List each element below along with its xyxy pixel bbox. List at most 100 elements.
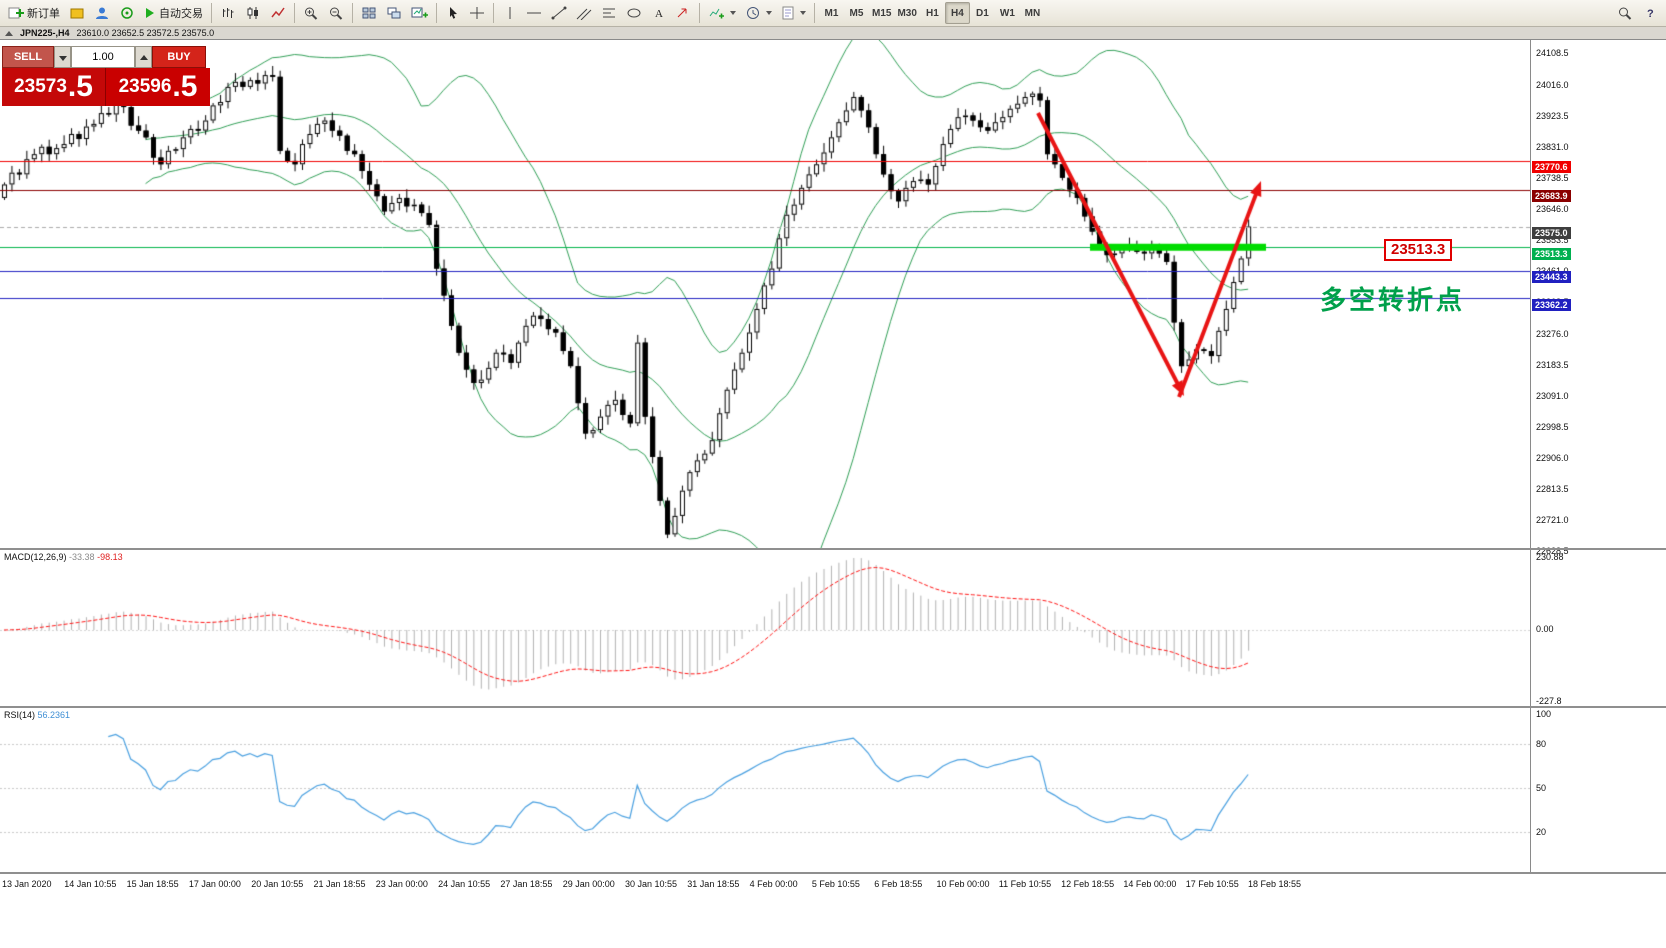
time-axis-label: 23 Jan 00:00	[375, 879, 428, 889]
zoom-out-icon	[330, 7, 343, 20]
panel-divider[interactable]	[0, 706, 1666, 708]
macd-name: MACD(12,26,9)	[4, 552, 67, 562]
tile-windows-button[interactable]	[357, 2, 381, 24]
cursor-button[interactable]	[441, 2, 464, 24]
sell-button[interactable]: SELL	[2, 46, 54, 68]
price-level-tag[interactable]: 23513.3	[1384, 239, 1453, 261]
text-button[interactable]: A	[647, 2, 670, 24]
symbol-label: JPN225-,H4	[20, 28, 70, 38]
candlestick-icon	[247, 7, 258, 19]
toolbar-separator	[436, 3, 437, 23]
buy-price-button[interactable]: 23596.5	[106, 68, 210, 106]
horizontal-line-button[interactable]	[522, 2, 546, 24]
macd-panel: MACD(12,26,9) -33.38 -98.13	[0, 550, 1666, 706]
time-axis[interactable]: 13 Jan 2020 14 Jan 10:55 15 Jan 18:55 17 Ja…	[0, 874, 1666, 948]
rsi-chart-canvas[interactable]	[0, 708, 1530, 872]
timeframe-mn-button[interactable]: MN	[1020, 2, 1045, 24]
macd-label: MACD(12,26,9) -33.38 -98.13	[4, 552, 123, 562]
panel-divider[interactable]	[0, 548, 1666, 550]
trendline-button[interactable]	[547, 2, 571, 24]
autotrading-button[interactable]: 自动交易	[140, 2, 207, 24]
price-axis-badge: 23575.0	[1532, 227, 1571, 239]
time-axis-label: 31 Jan 18:55	[687, 879, 740, 889]
candlestick-chart-button[interactable]	[241, 2, 265, 24]
toolbar-separator	[814, 3, 815, 23]
timeframe-m5-button[interactable]: M5	[844, 2, 869, 24]
crosshair-button[interactable]	[465, 2, 489, 24]
shapes-button[interactable]	[622, 2, 646, 24]
timeframe-m15-button[interactable]: M15	[869, 2, 894, 24]
shapes-icon	[627, 8, 641, 18]
price-axis-label: 24016.0	[1536, 79, 1569, 90]
price-axis-label: 23091.0	[1536, 390, 1569, 401]
timeframe-h4-button[interactable]: H4	[944, 2, 970, 24]
time-axis-label: 4 Feb 00:00	[749, 879, 798, 889]
time-axis-label: 24 Jan 10:55	[438, 879, 491, 889]
new-order-button[interactable]: 新订单	[4, 2, 64, 24]
signals-button[interactable]	[115, 2, 139, 24]
metaeditor-button[interactable]	[65, 2, 89, 24]
timeframe-m1-button[interactable]: M1	[819, 2, 844, 24]
one-click-price-row: 23573.5 23596.5	[2, 68, 210, 106]
time-axis-label: 17 Feb 10:55	[1185, 879, 1239, 889]
zoom-out-button[interactable]	[324, 2, 348, 24]
toolbar-separator	[294, 3, 295, 23]
channel-button[interactable]	[572, 2, 596, 24]
price-axis-badge: 23770.6	[1532, 161, 1571, 174]
sell-price-fraction: .5	[67, 70, 93, 103]
buy-button[interactable]: BUY	[152, 46, 206, 68]
cascade-windows-icon	[387, 7, 401, 19]
timeframe-toolbar: M1 M5 M15 M30 H1 H4 D1 W1 MN	[819, 2, 1045, 24]
panel-divider[interactable]	[0, 872, 1666, 874]
main-toolbar: 新订单 自动交易 A M1 M5 M15 M30 H1 H4 D1 W1 MN ?	[0, 0, 1666, 27]
vertical-line-button[interactable]	[498, 2, 521, 24]
time-axis-label: 29 Jan 00:00	[562, 879, 615, 889]
time-axis-label: 21 Jan 18:55	[313, 879, 366, 889]
time-axis-label: 17 Jan 00:00	[188, 879, 241, 889]
price-axis-label: 24108.5	[1536, 48, 1569, 59]
sell-price-main: 23573	[14, 76, 67, 97]
price-axis[interactable]: 24108.5 24016.0 23923.5 23831.0 23738.5 23646…	[1530, 40, 1666, 874]
new-chart-button[interactable]	[407, 2, 432, 24]
fibonacci-icon	[603, 8, 615, 18]
lot-decrease-button[interactable]	[54, 46, 71, 68]
line-chart-icon	[271, 7, 285, 18]
collapse-one-click-icon[interactable]	[5, 30, 13, 36]
templates-button[interactable]	[777, 2, 810, 24]
price-axis-label: 22906.0	[1536, 453, 1569, 464]
price-axis-label: 23646.0	[1536, 204, 1569, 215]
dropdown-arrow-icon	[800, 11, 806, 15]
timeframe-d1-button[interactable]: D1	[970, 2, 995, 24]
cascade-windows-button[interactable]	[382, 2, 406, 24]
toolbar-right-group: ?	[1613, 2, 1662, 24]
toolbar-separator	[699, 3, 700, 23]
profile-icon	[96, 7, 108, 19]
clock-icon	[747, 7, 759, 19]
zoom-in-button[interactable]	[299, 2, 323, 24]
indicators-button[interactable]	[704, 2, 740, 24]
turning-point-annotation[interactable]: 多空转折点	[1320, 285, 1466, 315]
market-watch-button[interactable]	[90, 2, 114, 24]
lot-increase-button[interactable]	[135, 46, 152, 68]
timeframe-w1-button[interactable]: W1	[995, 2, 1020, 24]
bar-chart-button[interactable]	[216, 2, 240, 24]
line-chart-button[interactable]	[266, 2, 290, 24]
price-axis-label: 80	[1536, 739, 1547, 749]
candlestick-chart-canvas[interactable]	[0, 40, 1530, 548]
sell-price-button[interactable]: 23573.5	[2, 68, 106, 106]
periods-button[interactable]	[741, 2, 776, 24]
rsi-name: RSI(14)	[4, 710, 36, 720]
time-axis-label: 27 Jan 18:55	[500, 879, 553, 889]
arrows-tool-button[interactable]	[671, 2, 695, 24]
fibonacci-button[interactable]	[597, 2, 621, 24]
search-button[interactable]	[1613, 2, 1637, 24]
horizontal-line-icon	[527, 12, 541, 14]
timeframe-m30-button[interactable]: M30	[894, 2, 919, 24]
lot-size-input[interactable]	[71, 46, 135, 68]
timeframe-h1-button[interactable]: H1	[920, 2, 945, 24]
time-axis-label: 6 Feb 18:55	[874, 879, 923, 889]
toolbar-separator	[211, 3, 212, 23]
chart-title-bar: JPN225-,H4 23610.0 23652.5 23572.5 23575…	[0, 27, 1666, 40]
help-button[interactable]: ?	[1639, 2, 1662, 24]
macd-chart-canvas[interactable]	[0, 550, 1530, 706]
